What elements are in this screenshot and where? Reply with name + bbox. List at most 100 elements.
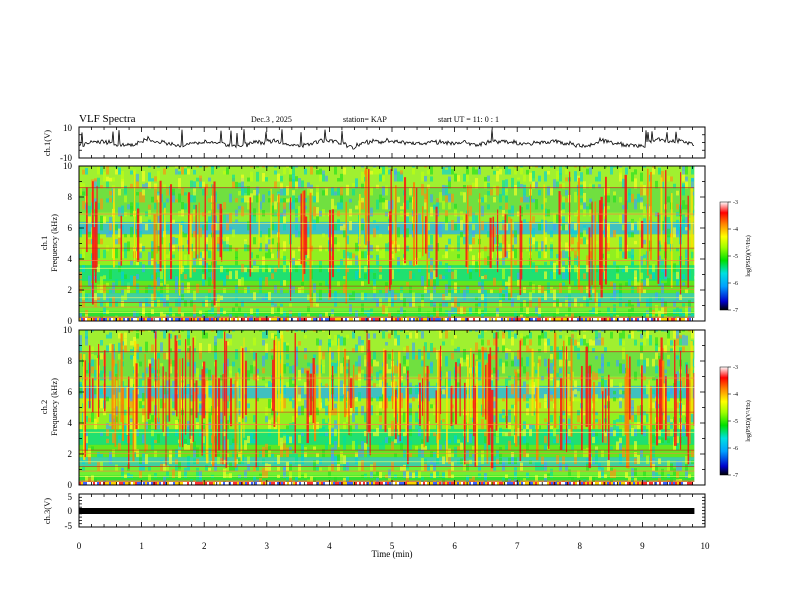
spectrogram-cell [597, 318, 599, 321]
spectrogram-cell [544, 198, 547, 203]
spectrogram-cell [139, 261, 142, 266]
spectrogram-streak [185, 339, 187, 435]
spectrogram-cell [175, 166, 178, 168]
spectrogram-cell [328, 465, 331, 472]
spectrogram-cell [165, 482, 167, 485]
spectrogram-cell [460, 220, 463, 231]
ch1-waveform-panel: 10 -10 ch.1(V) [42, 123, 706, 163]
spectrogram-cell [511, 318, 513, 321]
spectrogram-cell [262, 446, 265, 458]
spectrogram-cell [289, 318, 291, 321]
spectrogram-streak [605, 388, 607, 433]
spectrogram-cell [149, 318, 151, 321]
spectrogram-cell [616, 441, 619, 451]
spectrogram-cell [427, 222, 430, 231]
spectrogram-cell [634, 371, 637, 381]
spectrogram-cell [197, 318, 199, 321]
spectrogram-cell [523, 287, 526, 294]
spectrogram-cell [511, 222, 514, 231]
spectrogram-cell [118, 188, 121, 196]
spectrogram-cell [599, 482, 601, 485]
spectrogram-cell [121, 279, 124, 287]
spectrogram-cell [592, 430, 595, 437]
spectrogram-cell [544, 290, 547, 301]
spectrogram-cell [111, 482, 113, 485]
spectrogram-cell [427, 251, 430, 259]
spectrogram-cell [244, 416, 247, 423]
spectrogram-band [79, 376, 695, 386]
spectrogram-cell [433, 471, 436, 479]
spectrogram-cell [100, 168, 103, 175]
spectrogram-cell [151, 440, 154, 451]
spectrogram-cell [565, 242, 568, 252]
spectrogram-cell [595, 176, 598, 182]
spectrogram-cell [232, 307, 235, 315]
spectrogram-cell [681, 482, 683, 485]
spectrogram-cell [508, 330, 511, 332]
spectrogram-cell [316, 364, 319, 374]
spectrogram-cell [601, 330, 604, 332]
spectrogram-cell [292, 286, 295, 294]
spectrogram-cell [183, 482, 185, 485]
spectrogram-cell [345, 482, 347, 485]
spectrogram-cell [598, 332, 601, 339]
spectrogram-cell [541, 456, 544, 465]
spectrogram-cell [599, 318, 601, 321]
spectrogram-cell [667, 391, 670, 402]
spectrogram-cell [183, 318, 185, 321]
spectrogram-cell [610, 281, 613, 287]
spectrogram-cell [100, 238, 103, 245]
spectrogram-cell [335, 318, 337, 321]
spectrogram-streak [690, 341, 693, 414]
spectrogram-cell [250, 193, 253, 203]
spectrogram-cell [235, 256, 238, 266]
spectrogram-cell [466, 475, 469, 485]
spectrogram-cell [655, 466, 658, 472]
spectrogram-cell [280, 280, 283, 287]
spectrogram-streak [135, 363, 138, 430]
spectrogram-cell [436, 199, 439, 210]
spectrogram-cell [487, 318, 489, 321]
spectrogram-streak [680, 350, 682, 450]
spectrogram-cell [85, 435, 88, 444]
spectrogram-cell [139, 346, 142, 353]
spectrogram-cell [376, 169, 379, 175]
spectrogram-streak [212, 374, 215, 467]
spectrogram-cell [385, 342, 388, 346]
spectrogram-cell [349, 198, 352, 203]
spectrogram-cell [355, 344, 358, 353]
spectrogram-cell [673, 330, 676, 339]
spectrogram-cell [547, 209, 550, 217]
spectrogram-cell [364, 273, 367, 280]
spectrogram-cell [573, 482, 575, 485]
spectrogram-streak [473, 353, 475, 437]
spectrogram-cell [190, 478, 193, 485]
spectrogram-cell [286, 476, 289, 485]
spectrogram-cell [430, 465, 433, 472]
spectrogram-cell [187, 482, 189, 485]
spectrogram-cell [613, 318, 615, 321]
spectrogram-cell [640, 180, 643, 189]
spectrogram-cell [433, 482, 435, 485]
spectrogram-cell [94, 178, 97, 182]
spectrogram-streak [425, 216, 427, 254]
spectrogram-cell [323, 482, 325, 485]
spectrogram-cell [209, 318, 211, 321]
spectrogram-cell [445, 470, 448, 479]
spectrogram-cell [562, 200, 565, 210]
spectrogram-cell [559, 282, 562, 294]
spectrogram-cell [619, 414, 622, 423]
spectrogram-cell [319, 339, 322, 346]
spectrogram-cell [571, 371, 574, 381]
spectrogram-cell [508, 251, 511, 259]
spectrogram-cell [519, 318, 521, 321]
spectrogram-streak [153, 214, 156, 301]
spectrogram-cell [460, 442, 463, 451]
spectrogram-cell [520, 462, 523, 472]
spectrogram-cell [196, 467, 199, 479]
spectrogram-cell [571, 248, 574, 252]
spectrogram-cell [142, 434, 145, 444]
spectrogram-cell [661, 181, 664, 189]
spectrogram-cell [667, 330, 670, 339]
spectrogram-cell [286, 198, 289, 203]
